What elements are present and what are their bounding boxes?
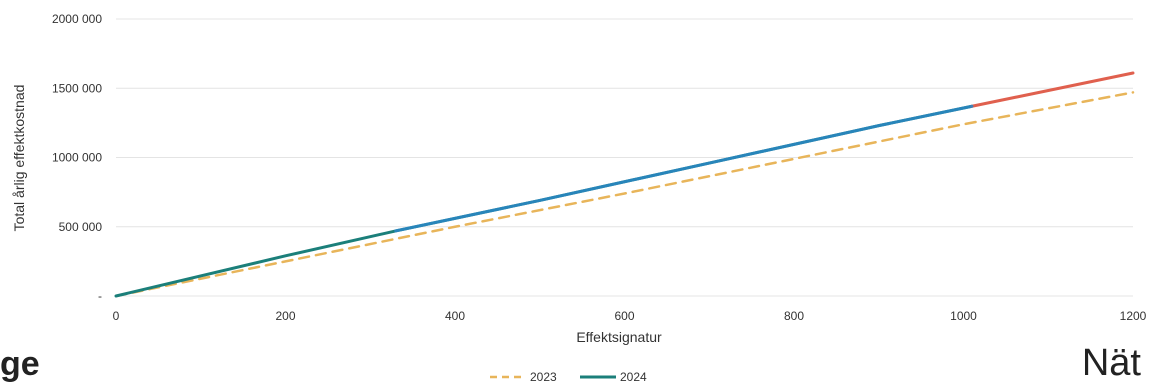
x-tick-label: 0 bbox=[113, 309, 120, 323]
chart-legend: 2023 2024 bbox=[490, 370, 647, 384]
x-tick-label: 800 bbox=[784, 309, 804, 323]
series-line-2023 bbox=[114, 91, 1135, 298]
legend-label-2023: 2023 bbox=[530, 370, 557, 384]
logo-fragment-right: Nät bbox=[1081, 342, 1141, 384]
series-line-segment-2 bbox=[970, 71, 1135, 108]
chart-gridlines bbox=[116, 18, 1133, 297]
x-tick-label: 400 bbox=[445, 309, 465, 323]
chart-series bbox=[114, 71, 1135, 298]
x-tick-label: 1200 bbox=[1120, 309, 1147, 323]
y-axis-ticks: - 500 000 1000 000 1500 000 2000 000 bbox=[52, 12, 102, 303]
y-tick-label: 1500 000 bbox=[52, 81, 102, 95]
y-tick-label: 500 000 bbox=[59, 220, 103, 234]
x-tick-label: 600 bbox=[614, 309, 634, 323]
y-axis-title: Total årlig effektkostnad bbox=[11, 85, 27, 232]
y-tick-label: - bbox=[98, 289, 102, 303]
series-line-2024-highlight bbox=[394, 104, 974, 233]
logo-fragment-left: ge bbox=[0, 345, 40, 383]
x-tick-label: 200 bbox=[275, 309, 295, 323]
x-axis-ticks: 0 200 400 600 800 1000 1200 bbox=[113, 309, 1147, 323]
legend-label-2024: 2024 bbox=[620, 370, 647, 384]
y-tick-label: 1000 000 bbox=[52, 151, 102, 165]
x-tick-label: 1000 bbox=[950, 309, 977, 323]
y-tick-label: 2000 000 bbox=[52, 12, 102, 26]
x-axis-title: Effektsignatur bbox=[576, 329, 662, 345]
